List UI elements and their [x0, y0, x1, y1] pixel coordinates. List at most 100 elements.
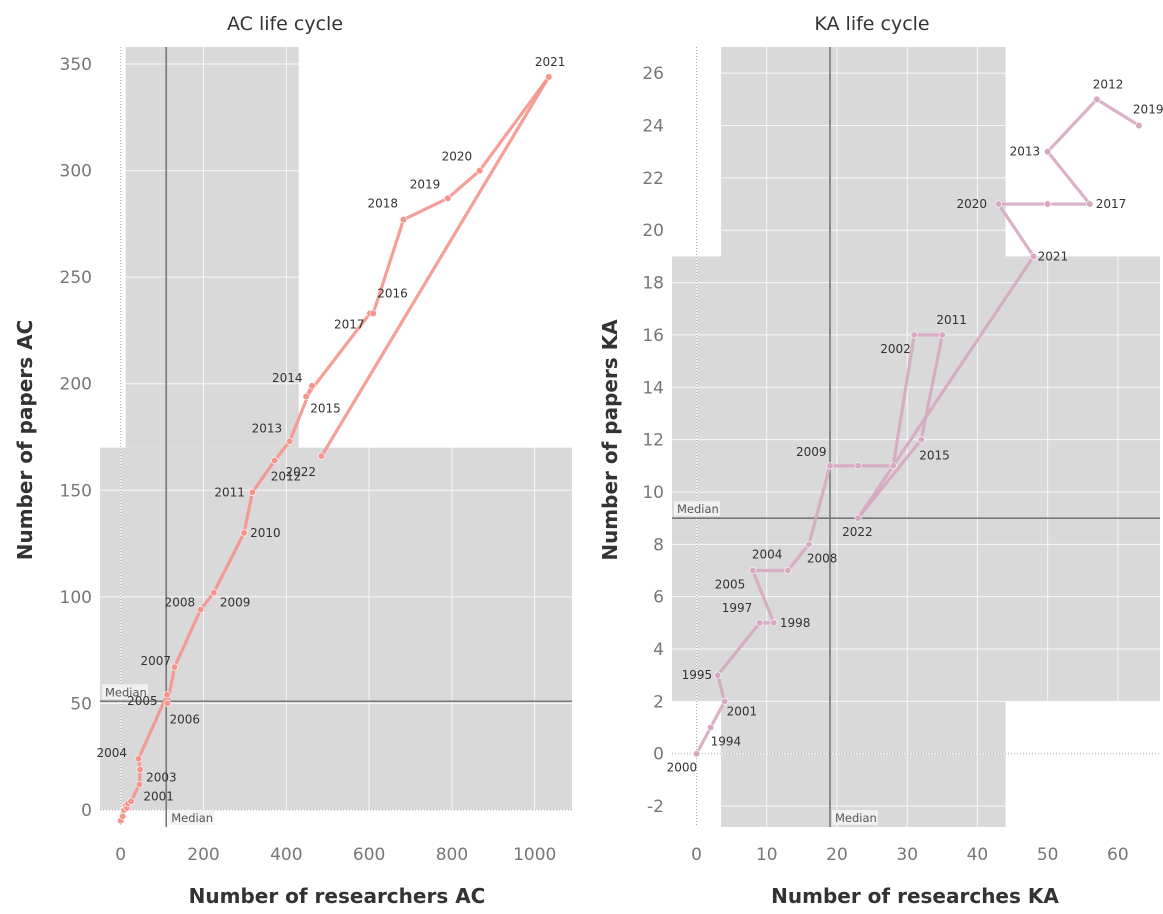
series-segment [1095, 97, 1141, 128]
data-point-2011 [248, 488, 256, 497]
data-point [854, 462, 862, 470]
data-point-2011 [938, 331, 946, 339]
data-point-2022 [317, 452, 326, 460]
x-tick-label: 200 [187, 845, 219, 865]
point-label-2001: 2001 [727, 704, 758, 718]
y-tick-label: 4 [653, 640, 664, 660]
y-tick-label: 8 [653, 535, 664, 555]
data-point [127, 797, 135, 806]
data-point-2013 [1044, 148, 1052, 156]
data-point-2003 [136, 765, 144, 774]
median-x-label: Median [835, 811, 877, 825]
x-tick-label: 400 [270, 845, 302, 865]
ka-median-lines: Median Median [672, 47, 1160, 827]
data-point-2020 [994, 200, 1003, 208]
point-label-2014: 2014 [272, 371, 303, 385]
median-y-label-bg [674, 501, 720, 517]
point-label-2006: 2006 [169, 712, 200, 726]
data-point-2004 [784, 566, 792, 575]
ka-x-tick-labels: 0 10 20 30 40 50 60 [691, 845, 1129, 865]
data-point-2020 [476, 167, 484, 175]
series-segment [1046, 97, 1099, 154]
point-label-1995: 1995 [682, 668, 713, 682]
x-tick-label: 40 [967, 845, 989, 865]
data-point [119, 812, 127, 820]
point-label-2021: 2021 [1038, 249, 1069, 263]
point-label-1998: 1998 [780, 616, 811, 630]
data-point-1998 [770, 619, 778, 627]
y-tick-label: 250 [60, 268, 92, 288]
point-label-2019: 2019 [1133, 103, 1163, 117]
point-label-2015: 2015 [310, 402, 341, 416]
series-segment [751, 568, 776, 625]
data-point-2009 [210, 588, 218, 597]
data-point-2019 [1135, 121, 1143, 130]
point-label-1994: 1994 [711, 735, 742, 749]
y-tick-label: 0 [653, 745, 664, 765]
ka-data-points [692, 95, 1143, 758]
point-label-2011: 2011 [214, 485, 245, 499]
series-segment [709, 699, 727, 730]
point-label-2008: 2008 [165, 596, 196, 610]
series-segment [172, 608, 203, 669]
y-tick-label: 300 [60, 162, 92, 182]
point-label-2005: 2005 [715, 577, 746, 591]
quadrant-shade-1 [672, 256, 1160, 702]
median-y-label: Median [105, 685, 147, 699]
x-tick-label: 0 [115, 845, 126, 865]
y-tick-label: 20 [642, 221, 664, 241]
point-label-2009: 2009 [796, 445, 827, 459]
data-point-2016 [369, 309, 377, 317]
x-tick-label: 10 [756, 845, 778, 865]
series-segment [212, 531, 246, 595]
point-label-2013: 2013 [252, 421, 283, 435]
point-label-2011: 2011 [936, 313, 967, 327]
quadrant-shade-0 [125, 47, 299, 448]
ac-y-axis-title: Number of papers AC [13, 320, 37, 561]
point-label-2017: 2017 [334, 317, 365, 331]
data-point-2007 [170, 663, 179, 671]
ac-x-axis-title: Number of researchers AC [189, 884, 486, 908]
x-tick-label: 1000 [513, 845, 556, 865]
median-x-label-bg [168, 810, 215, 825]
series-segment [371, 218, 406, 315]
x-tick-label: 60 [1107, 845, 1129, 865]
series-segment [919, 333, 944, 442]
data-point-2005 [749, 566, 757, 575]
point-label-2000: 2000 [667, 761, 698, 775]
point-label-2022: 2022 [286, 465, 317, 479]
data-point-2021 [545, 73, 553, 81]
y-tick-label: 100 [60, 588, 92, 608]
ac-point-labels: 2001 2003 2004 2005 2006 2007 2008 2009 2010 2011… [97, 55, 566, 804]
point-label-1997: 1997 [722, 601, 753, 615]
data-point-2022 [854, 514, 862, 522]
data-point-2013 [286, 437, 294, 445]
point-label-2012: 2012 [1093, 77, 1124, 91]
point-label-2001: 2001 [143, 789, 174, 803]
data-point-1995 [714, 671, 722, 679]
ka-quadrant-shading [672, 47, 1160, 827]
point-label-2008: 2008 [807, 551, 838, 565]
data-point-2002 [910, 331, 918, 339]
y-tick-label: 50 [70, 694, 92, 714]
y-tick-label: 18 [642, 274, 664, 294]
series-segment [786, 542, 811, 573]
series-segment [694, 725, 713, 756]
data-point-2019 [444, 194, 452, 202]
x-tick-label: 30 [896, 845, 918, 865]
ac-y-tick-labels: 0 50 100 150 200 250 300 350 [60, 55, 92, 821]
data-point-2015 [302, 392, 310, 401]
data-point-1997 [756, 619, 764, 627]
data-point-1994 [707, 723, 715, 732]
ka-chart-title: KA life cycle [814, 13, 929, 35]
y-tick-label: 14 [642, 378, 664, 398]
series-segment [273, 439, 292, 463]
data-point-2001 [135, 780, 143, 788]
data-point-2012 [271, 456, 279, 465]
data-point [1044, 200, 1052, 208]
series-segment [401, 196, 450, 222]
data-point-2015 [917, 436, 925, 444]
series-segment [996, 202, 1036, 258]
point-label-2017: 2017 [1096, 197, 1127, 211]
